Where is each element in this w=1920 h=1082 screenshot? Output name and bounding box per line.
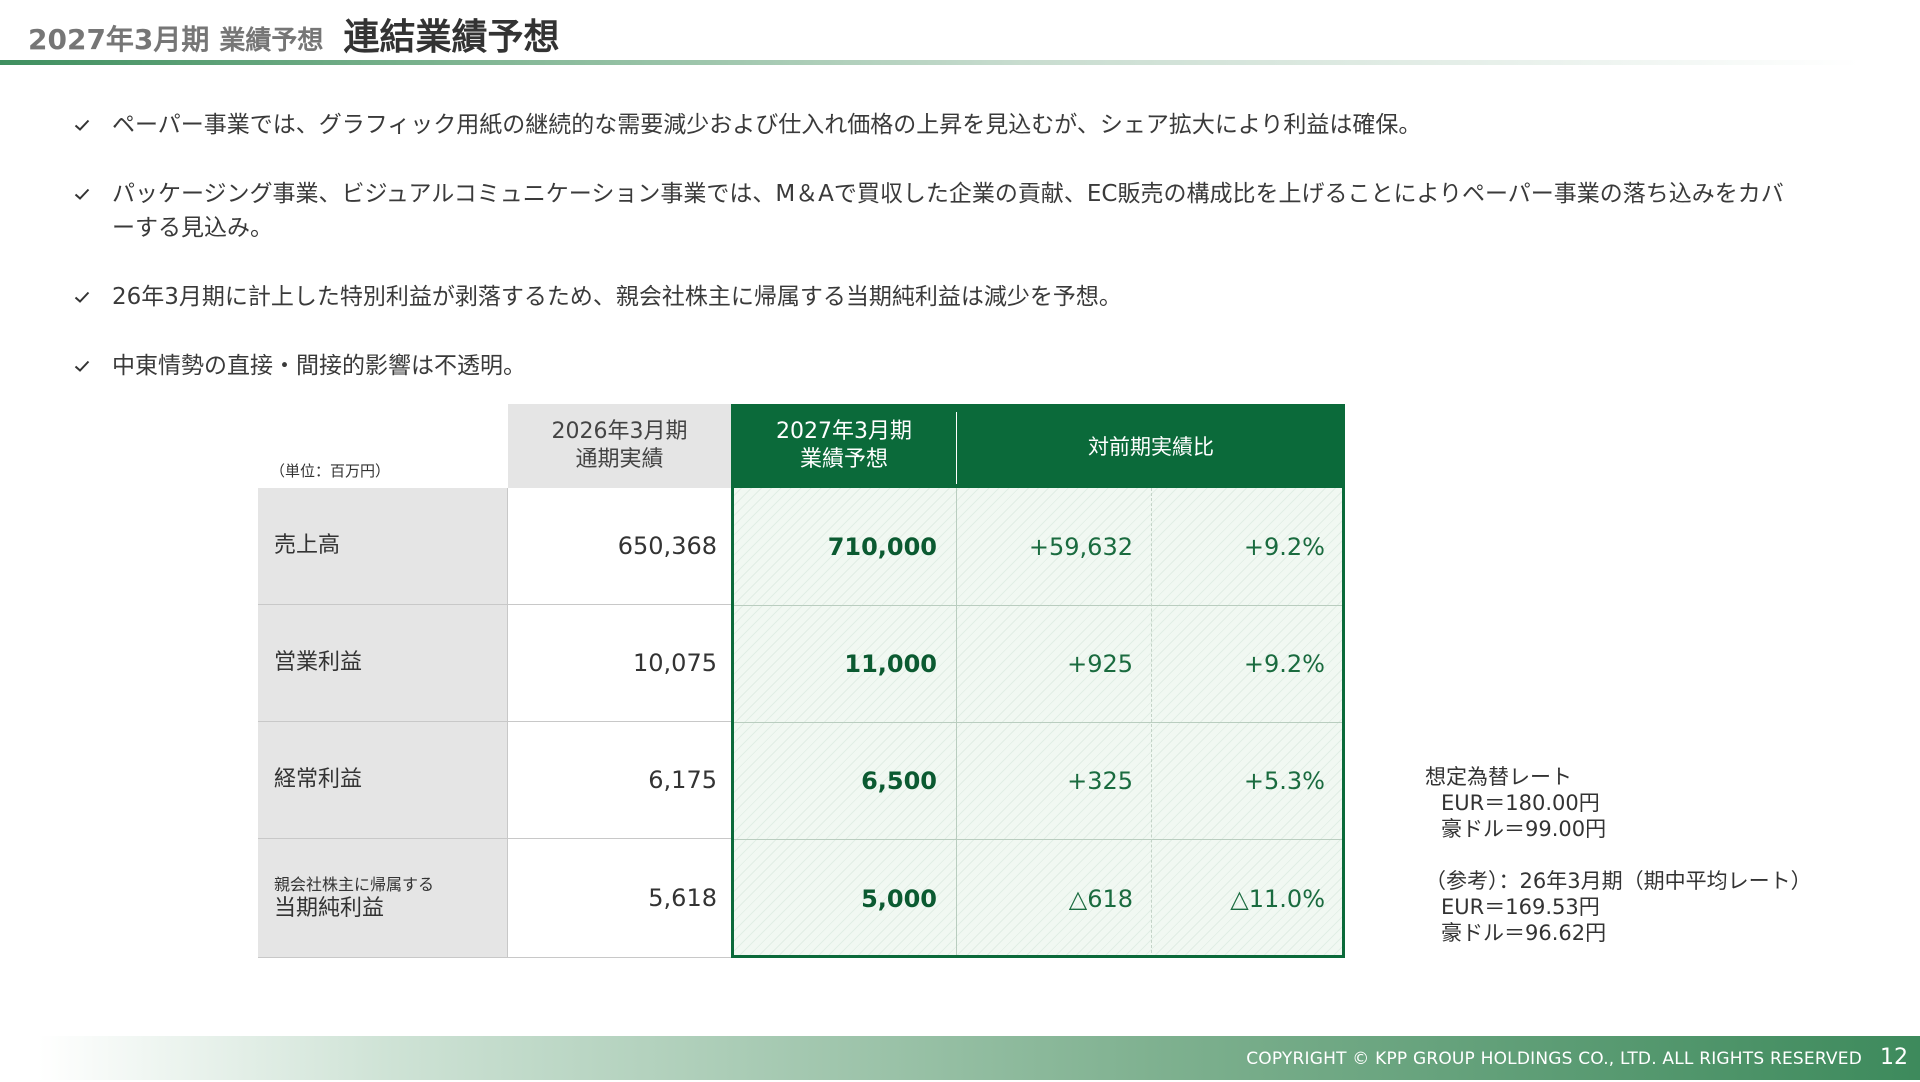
row-label-sales: 売上高 (258, 488, 508, 605)
column-divider (956, 488, 957, 958)
cell-2026-sales: 650,368 (508, 488, 731, 605)
fx-aud: 豪ドル＝99.00円 (1441, 817, 1607, 841)
header-yoy-ratio: 対前期実績比 (957, 404, 1345, 488)
cell-pct-ordinary-profit: +5.3% (1243, 766, 1325, 795)
fx-ref-aud: 豪ドル＝96.62円 (1441, 921, 1607, 945)
header-divider (956, 412, 957, 484)
forecast-frame (731, 404, 1345, 958)
check-icon (74, 349, 94, 383)
copyright-text: COPYRIGHT © KPP GROUP HOLDINGS CO., LTD.… (1246, 1049, 1862, 1069)
header-2027-forecast: 2027年3月期 業績予想 (731, 404, 957, 488)
check-icon (74, 280, 94, 314)
header-2027-line1: 2027年3月期 (776, 419, 912, 444)
header-title-group: 2027年3月期 業績予想 連結業績予想 (28, 8, 559, 60)
cell-2027-operating-profit: 11,000 (844, 649, 937, 678)
header-2026-line2: 通期実績 (575, 447, 664, 472)
header-2026-actual: 2026年3月期 通期実績 (508, 404, 731, 488)
forecast-highlight-area (731, 488, 1345, 958)
cell-2026-net-income: 5,618 (508, 839, 731, 958)
slide-header: 2027年3月期 業績予想 連結業績予想 (0, 0, 1920, 66)
cell-diff-operating-profit: +925 (1067, 649, 1133, 678)
header-underline (0, 60, 1860, 65)
bullet-text: 中東情勢の直接・間接的影響は不透明。 (112, 353, 526, 379)
row-label-text: 当期純利益 (274, 896, 385, 921)
cell-2027-net-income: 5,000 (861, 884, 937, 913)
check-icon (74, 108, 94, 142)
cell-diff-ordinary-profit: +325 (1067, 766, 1133, 795)
cell-diff-net-income: △618 (1068, 884, 1133, 913)
fx-title: 想定為替レート (1425, 765, 1572, 789)
fx-eur: EUR＝180.00円 (1441, 791, 1600, 815)
row-divider (731, 839, 1345, 840)
bullet-item: ペーパー事業では、グラフィック用紙の継続的な需要減少および仕入れ価格の上昇を見込… (74, 108, 1794, 142)
header-2026-line1: 2026年3月期 (551, 419, 688, 444)
row-label-text: 営業利益 (274, 650, 363, 675)
bullet-item: 中東情勢の直接・間接的影響は不透明。 (74, 349, 1794, 383)
bullet-text: 26年3月期に計上した特別利益が剥落するため、親会社株主に帰属する当期純利益は減… (112, 284, 1122, 310)
slide-footer: COPYRIGHT © KPP GROUP HOLDINGS CO., LTD.… (0, 1036, 1920, 1080)
cell-pct-operating-profit: +9.2% (1243, 649, 1325, 678)
cell-2027-ordinary-profit: 6,500 (861, 766, 937, 795)
row-divider (731, 605, 1345, 606)
bullet-list: ペーパー事業では、グラフィック用紙の継続的な需要減少および仕入れ価格の上昇を見込… (74, 108, 1794, 383)
row-label-prefix: 親会社株主に帰属する (274, 875, 435, 894)
header-section: 業績予想 (219, 26, 324, 56)
cell-pct-net-income: △11.0% (1230, 884, 1325, 913)
cell-2027-sales: 710,000 (827, 532, 937, 561)
fx-ref-eur: EUR＝169.53円 (1441, 895, 1600, 919)
unit-label: （単位：百万円） (270, 462, 391, 480)
fx-ref-title: （参考）：26年3月期（期中平均レート） (1425, 869, 1812, 893)
row-label-ordinary-profit: 経常利益 (258, 722, 508, 839)
cell-2026-ordinary-profit: 6,175 (508, 722, 731, 839)
page-number: 12 (1880, 1045, 1908, 1070)
row-divider (731, 722, 1345, 723)
row-label-text: 売上高 (274, 533, 341, 558)
exchange-rate-note: 想定為替レート EUR＝180.00円 豪ドル＝99.00円 （参考）：26年3… (1425, 764, 1812, 946)
cell-pct-sales: +9.2% (1243, 532, 1325, 561)
cell-diff-sales: +59,632 (1028, 532, 1133, 561)
check-icon (74, 177, 94, 211)
page-title: 連結業績予想 (343, 17, 560, 58)
header-2027-line2: 業績予想 (799, 447, 888, 472)
cell-2026-operating-profit: 10,075 (508, 605, 731, 722)
column-divider-dashed (1151, 488, 1152, 958)
row-label-operating-profit: 営業利益 (258, 605, 508, 722)
row-label-text: 経常利益 (274, 767, 363, 792)
fx-spacer (1425, 842, 1812, 868)
header-period: 2027年3月期 (28, 23, 210, 56)
row-label-net-income: 親会社株主に帰属する 当期純利益 (258, 839, 508, 958)
bullet-item: パッケージング事業、ビジュアルコミュニケーション事業では、M＆Aで買収した企業の… (74, 177, 1794, 245)
bullet-item: 26年3月期に計上した特別利益が剥落するため、親会社株主に帰属する当期純利益は減… (74, 280, 1794, 314)
bullet-text: ペーパー事業では、グラフィック用紙の継続的な需要減少および仕入れ価格の上昇を見込… (112, 112, 1422, 138)
bullet-text: パッケージング事業、ビジュアルコミュニケーション事業では、M＆Aで買収した企業の… (112, 181, 1784, 241)
forecast-table: （単位：百万円） 2026年3月期 通期実績 2027年3月期 業績予想 対前期… (258, 404, 1345, 958)
